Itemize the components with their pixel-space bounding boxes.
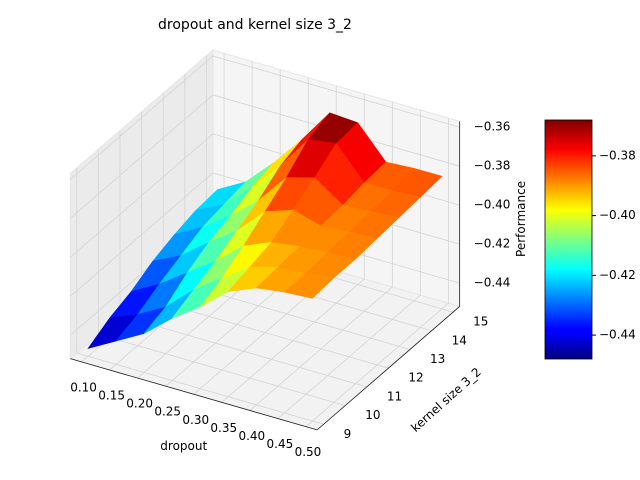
y-tick-label: 9	[344, 427, 352, 441]
grid-line	[212, 55, 460, 128]
x-axis-label: dropout	[160, 439, 207, 453]
grid-line	[70, 94, 214, 219]
grid-line	[70, 55, 214, 180]
grid-line	[70, 172, 214, 297]
x-tick-label: 0.25	[154, 405, 181, 419]
surface-patch	[283, 273, 335, 299]
grid-line	[98, 333, 346, 406]
colorbar-tick-label: −0.42	[599, 268, 636, 282]
x-tick-label: 0.10	[70, 380, 97, 394]
colorbar-tick-label: −0.44	[599, 328, 636, 342]
colorbar	[544, 119, 593, 360]
y-tick-label: 12	[408, 371, 423, 385]
y-axis-line	[316, 306, 460, 431]
y-tick-label: 15	[473, 315, 488, 329]
z-tick-label: −0.40	[474, 198, 511, 212]
grid-line	[119, 315, 367, 388]
x-axis-line	[70, 358, 318, 431]
y-tick-label: 11	[387, 389, 402, 403]
colorbar-tick-label: −0.38	[599, 148, 636, 162]
x-tick-label: 0.15	[98, 388, 125, 402]
x-tick-label: 0.45	[267, 437, 294, 451]
x-tick-label: 0.30	[182, 413, 209, 427]
x-tick-label: 0.40	[238, 429, 265, 443]
chart-title: dropout and kernel size 3_2	[158, 17, 352, 33]
z-axis-label: Performance	[514, 181, 528, 257]
x-tick-label: 0.50	[295, 445, 322, 459]
x-tick-label: 0.35	[210, 421, 237, 435]
z-tick-label: −0.42	[474, 237, 511, 251]
y-tick-label: 13	[430, 352, 445, 366]
y-tick-label: 10	[365, 408, 380, 422]
grid-line	[76, 352, 324, 425]
z-tick-label: −0.36	[474, 120, 511, 134]
z-tick-label: −0.44	[474, 276, 511, 290]
x-tick-label: 0.20	[126, 397, 153, 411]
colorbar-tick-label: −0.40	[599, 208, 636, 222]
grid-line	[70, 133, 214, 258]
z-tick-label: −0.38	[474, 159, 511, 173]
y-tick-label: 14	[452, 333, 467, 347]
